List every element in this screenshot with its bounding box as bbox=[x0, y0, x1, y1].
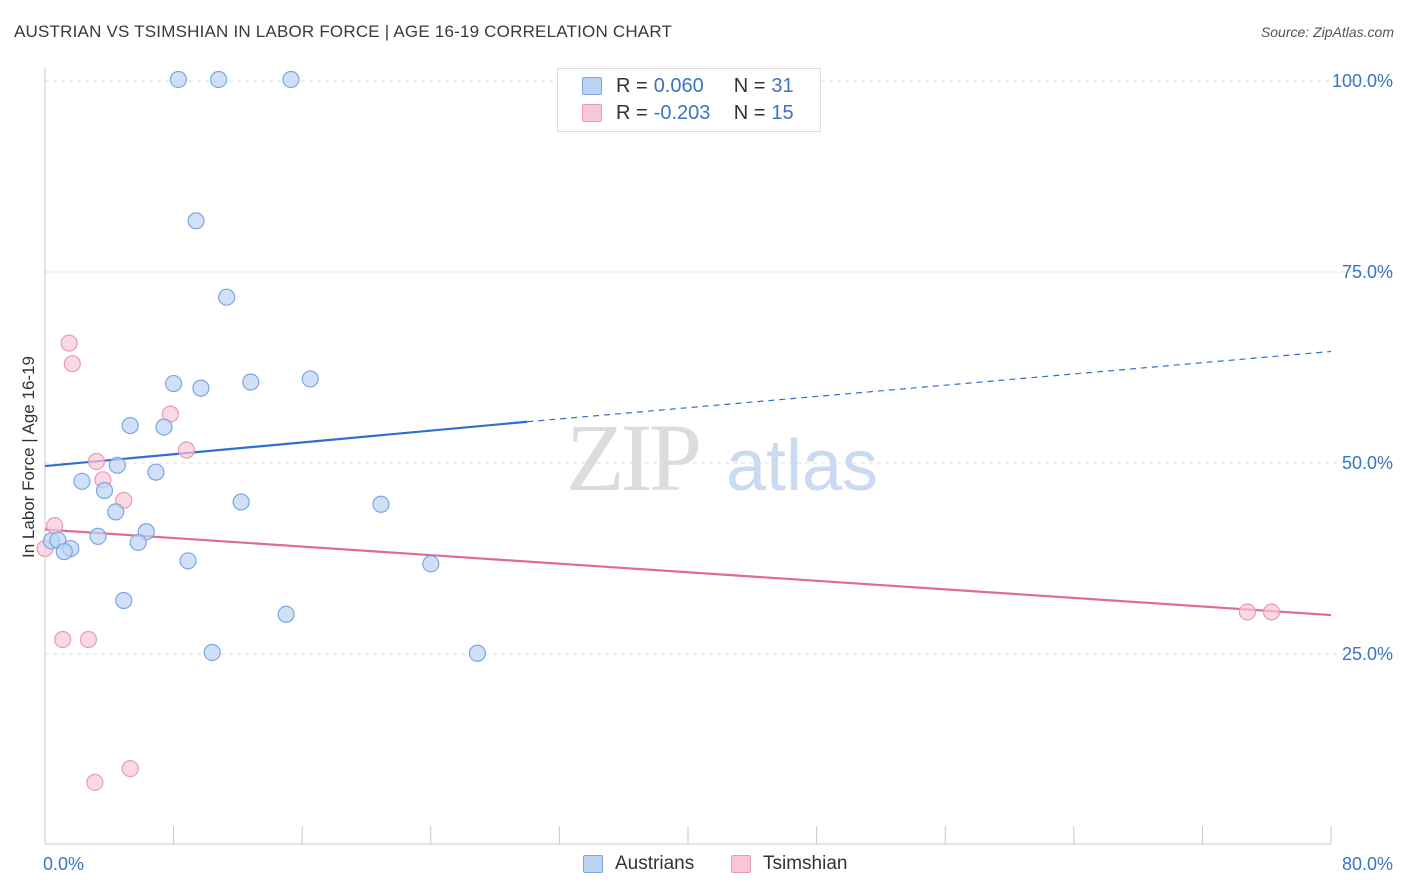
austrians-point bbox=[242, 373, 260, 391]
r-label: R = bbox=[616, 101, 648, 124]
austrians-point bbox=[187, 212, 205, 230]
austrians-point bbox=[468, 644, 487, 662]
y-tick-label: 75.0% bbox=[1342, 262, 1393, 282]
n-value: 15 bbox=[771, 101, 794, 124]
tsimshian-swatch bbox=[582, 104, 602, 122]
watermark-atlas: atlas bbox=[726, 426, 878, 506]
r-value: 0.060 bbox=[653, 74, 704, 97]
tsimshian-point bbox=[79, 630, 98, 649]
legend-item-tsimshian: Tsimshian bbox=[731, 852, 847, 876]
chart-title: AUSTRIAN VS TSIMSHIAN IN LABOR FORCE | A… bbox=[14, 22, 673, 41]
austrians-swatch bbox=[582, 77, 602, 95]
y-axis-label: In Labor Force | Age 16-19 bbox=[19, 356, 38, 558]
y-tick-label: 50.0% bbox=[1342, 453, 1393, 473]
n-label: N = bbox=[733, 101, 766, 124]
r-value: -0.203 bbox=[653, 101, 711, 124]
austrians-point bbox=[115, 591, 133, 610]
austrians-point bbox=[107, 503, 125, 521]
austrians-trend-extension bbox=[527, 350, 1332, 423]
austrians-point bbox=[147, 463, 165, 481]
austrians-point bbox=[169, 70, 188, 89]
austrians-point bbox=[218, 288, 236, 306]
tsimshian-point bbox=[87, 452, 106, 471]
austrians-point bbox=[108, 456, 126, 474]
trend-lines bbox=[44, 350, 1332, 617]
tick-labels: 25.0% 50.0% 75.0% 100.0% 0.0% 80.0% bbox=[43, 71, 1393, 874]
austrians-point bbox=[192, 379, 210, 397]
axes bbox=[44, 68, 1332, 845]
tsimshian-point bbox=[177, 441, 196, 459]
source-note: Source: ZipAtlas.com bbox=[1260, 24, 1394, 40]
austrians-point bbox=[95, 481, 114, 500]
austrians-point bbox=[73, 472, 91, 490]
y-tick-label: 100.0% bbox=[1332, 71, 1393, 91]
austrians-point bbox=[422, 555, 440, 573]
data-points bbox=[36, 70, 1281, 791]
tsimshian-point bbox=[46, 517, 64, 535]
austrians-point bbox=[277, 605, 295, 623]
austrians-point bbox=[121, 416, 139, 435]
austrians-point bbox=[129, 533, 147, 552]
tsimshian-point bbox=[54, 630, 72, 649]
austrians-legend-swatch bbox=[583, 855, 603, 873]
austrians-point bbox=[155, 418, 173, 436]
legend-item-austrians: Austrians bbox=[583, 852, 694, 876]
tsimshian-trend-line bbox=[44, 528, 1332, 617]
stats-row-tsimshian: R = -0.203 N = 15 bbox=[582, 101, 794, 125]
x-tick-label: 0.0% bbox=[43, 854, 84, 874]
austrians-point bbox=[232, 493, 250, 511]
tsimshian-point bbox=[1262, 603, 1281, 621]
n-value: 31 bbox=[771, 74, 794, 97]
tsimshian-point bbox=[121, 759, 139, 778]
stats-row-austrians: R = 0.060 N = 31 bbox=[582, 74, 794, 98]
stats-legend: R = 0.060 N = 31 R = -0.203 N = 15 bbox=[557, 68, 821, 132]
grid-lines bbox=[45, 80, 1392, 655]
austrians-point bbox=[210, 70, 228, 89]
tsimshian-point bbox=[63, 355, 81, 373]
tsimshian-legend-swatch bbox=[731, 855, 751, 873]
austrians-point bbox=[282, 70, 300, 89]
austrians-point bbox=[89, 527, 107, 545]
legend-label-austrians: Austrians bbox=[615, 853, 695, 874]
r-label: R = bbox=[616, 74, 648, 97]
austrians-point bbox=[165, 374, 183, 393]
tsimshian-point bbox=[60, 334, 78, 352]
austrians-point bbox=[55, 543, 73, 561]
austrians-point bbox=[179, 552, 197, 570]
austrians-trend-line bbox=[44, 420, 528, 468]
austrians-point bbox=[301, 370, 319, 388]
tsimshian-point bbox=[1238, 603, 1257, 621]
tsimshian-point bbox=[86, 773, 104, 791]
legend-label-tsimshian: Tsimshian bbox=[763, 853, 848, 874]
n-label: N = bbox=[733, 74, 766, 97]
x-tick-label: 80.0% bbox=[1342, 854, 1393, 874]
watermark-zip: ZIP bbox=[566, 404, 699, 511]
austrians-point bbox=[203, 643, 221, 662]
watermark: ZIP atlas bbox=[566, 404, 878, 511]
austrians-point bbox=[372, 495, 390, 513]
y-tick-label: 25.0% bbox=[1342, 644, 1393, 664]
